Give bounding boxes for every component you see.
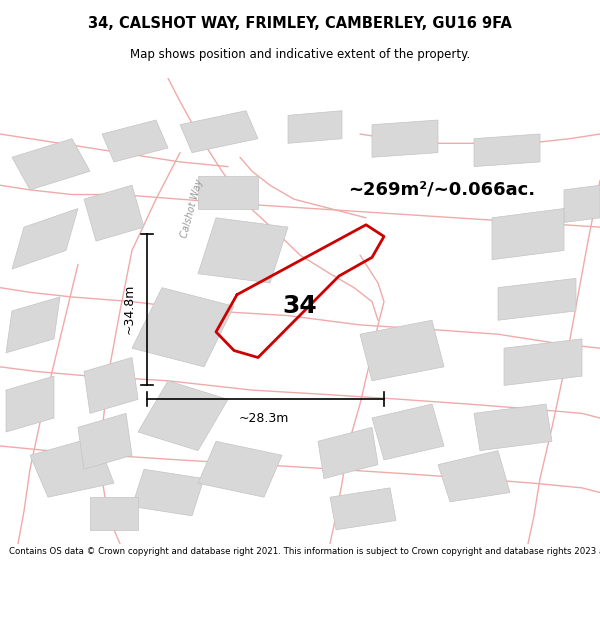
- Polygon shape: [372, 120, 438, 158]
- Polygon shape: [288, 111, 342, 143]
- Polygon shape: [180, 111, 258, 152]
- Text: Map shows position and indicative extent of the property.: Map shows position and indicative extent…: [130, 48, 470, 61]
- Polygon shape: [318, 428, 378, 479]
- Polygon shape: [198, 441, 282, 498]
- Polygon shape: [12, 209, 78, 269]
- Polygon shape: [12, 139, 90, 190]
- Polygon shape: [564, 185, 600, 222]
- Polygon shape: [504, 339, 582, 386]
- Text: 34, CALSHOT WAY, FRIMLEY, CAMBERLEY, GU16 9FA: 34, CALSHOT WAY, FRIMLEY, CAMBERLEY, GU1…: [88, 16, 512, 31]
- Polygon shape: [78, 413, 132, 469]
- Polygon shape: [474, 134, 540, 167]
- Polygon shape: [438, 451, 510, 502]
- Polygon shape: [138, 381, 228, 451]
- Polygon shape: [360, 320, 444, 381]
- Polygon shape: [330, 488, 396, 530]
- Polygon shape: [498, 278, 576, 320]
- Text: 34: 34: [283, 294, 317, 318]
- Polygon shape: [492, 209, 564, 260]
- Polygon shape: [84, 185, 144, 241]
- Polygon shape: [84, 357, 138, 413]
- Polygon shape: [102, 120, 168, 162]
- Text: ~269m²/~0.066ac.: ~269m²/~0.066ac.: [348, 181, 535, 199]
- Text: ~34.8m: ~34.8m: [122, 283, 136, 334]
- Polygon shape: [132, 469, 204, 516]
- Polygon shape: [372, 404, 444, 460]
- Polygon shape: [198, 217, 288, 283]
- Text: Calshot Way: Calshot Way: [179, 178, 205, 239]
- Text: Contains OS data © Crown copyright and database right 2021. This information is : Contains OS data © Crown copyright and d…: [9, 547, 600, 556]
- Polygon shape: [6, 376, 54, 432]
- Polygon shape: [90, 498, 138, 530]
- Polygon shape: [474, 404, 552, 451]
- Polygon shape: [30, 437, 114, 498]
- Polygon shape: [132, 288, 234, 367]
- Polygon shape: [6, 297, 60, 353]
- Text: ~28.3m: ~28.3m: [239, 411, 289, 424]
- Polygon shape: [198, 176, 258, 209]
